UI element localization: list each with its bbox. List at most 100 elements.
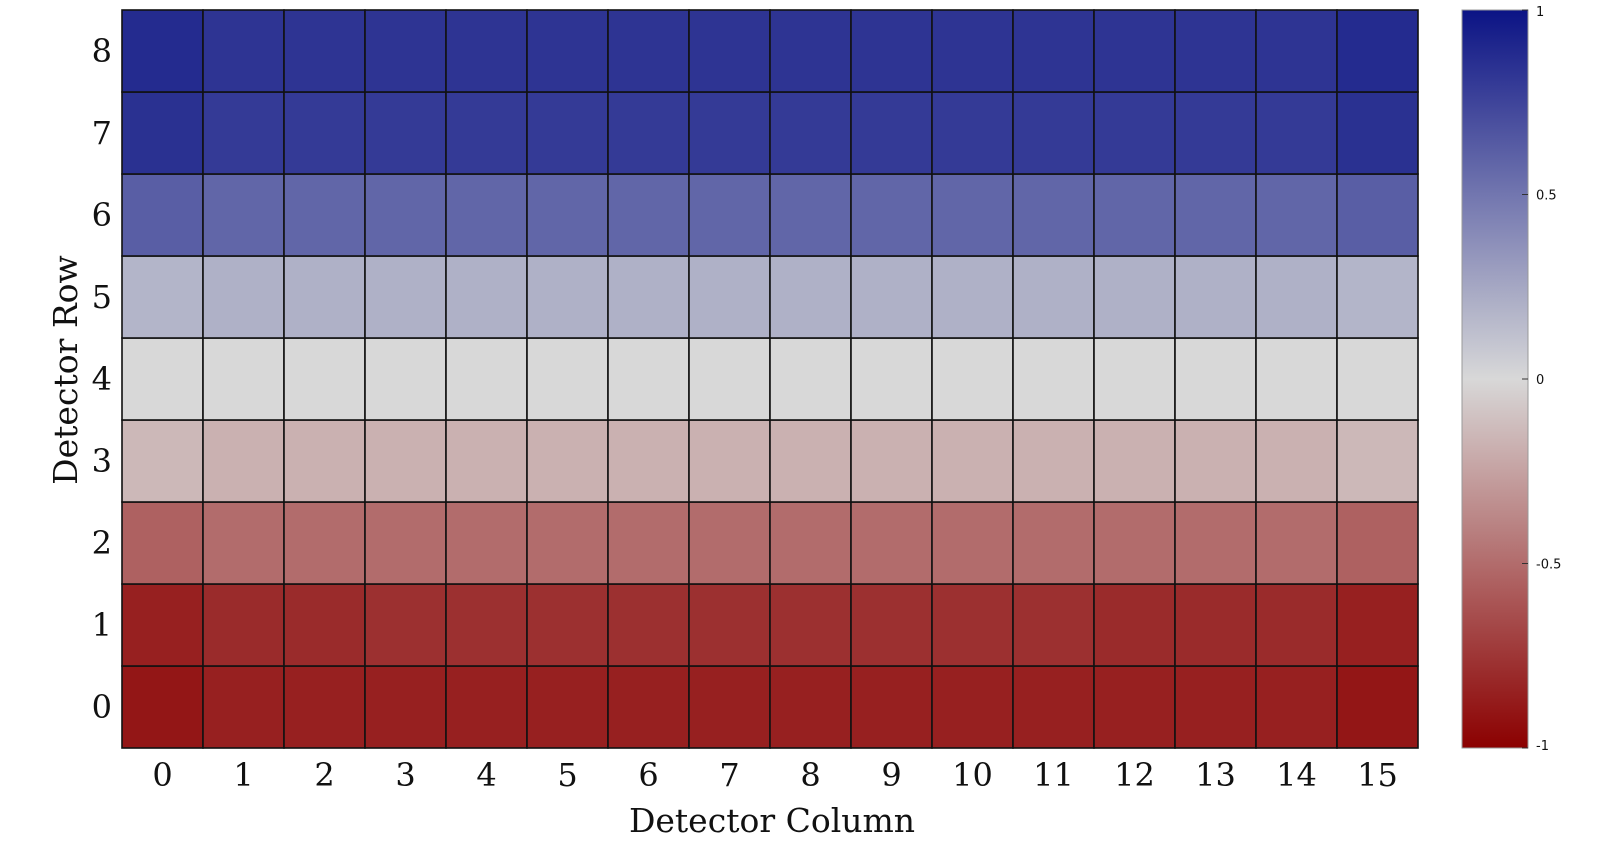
heatmap-cell-r0-c4 <box>445 665 528 749</box>
heatmap-cell-r4-c11 <box>1012 337 1095 421</box>
heatmap-cell-r5-c8 <box>769 255 852 339</box>
heatmap-cell-r3-c15 <box>1336 419 1419 503</box>
heatmap-cell-r1-c4 <box>445 583 528 667</box>
heatmap-cell-r3-c10 <box>931 419 1014 503</box>
heatmap-cell-r3-c3 <box>364 419 447 503</box>
x-tick-label: 9 <box>881 756 901 794</box>
heatmap-cell-r5-c12 <box>1093 255 1176 339</box>
heatmap-cell-r4-c4 <box>445 337 528 421</box>
heatmap-cell-r1-c1 <box>202 583 285 667</box>
heatmap-cell-r5-c14 <box>1255 255 1338 339</box>
heatmap-cell-r2-c0 <box>121 501 204 585</box>
heatmap-cell-r0-c10 <box>931 665 1014 749</box>
heatmap-cell-r5-c1 <box>202 255 285 339</box>
heatmap-cell-r6-c0 <box>121 173 204 257</box>
heatmap-cell-r1-c11 <box>1012 583 1095 667</box>
heatmap-cell-r2-c12 <box>1093 501 1176 585</box>
heatmap-cell-r6-c9 <box>850 173 933 257</box>
y-tick-label: 2 <box>92 524 112 562</box>
x-tick-label: 8 <box>800 756 820 794</box>
heatmap-cell-r0-c14 <box>1255 665 1338 749</box>
heatmap-cell-r1-c15 <box>1336 583 1419 667</box>
y-tick-label: 0 <box>92 688 112 726</box>
colorbar-tick-label: -0.5 <box>1536 558 1561 573</box>
heatmap-cell-r0-c1 <box>202 665 285 749</box>
heatmap-cell-r2-c14 <box>1255 501 1338 585</box>
x-tick-label: 3 <box>395 756 415 794</box>
heatmap-cell-r8-c9 <box>850 9 933 93</box>
heatmap-cell-r6-c7 <box>688 173 771 257</box>
heatmap-cell-r1-c10 <box>931 583 1014 667</box>
x-tick-label: 5 <box>557 756 577 794</box>
y-tick-labels: 0 1 2 3 4 5 6 7 8 <box>92 32 112 726</box>
colorbar-tick-label: -1 <box>1536 739 1549 754</box>
heatmap-cell-r2-c13 <box>1174 501 1257 585</box>
heatmap-cell-r2-c2 <box>283 501 366 585</box>
heatmap-cell-r4-c3 <box>364 337 447 421</box>
heatmap-cell-r6-c14 <box>1255 173 1338 257</box>
heatmap-cell-r8-c2 <box>283 9 366 93</box>
colorbar-ticks: 1 0.5 0 -0.5 -1 <box>1522 5 1561 754</box>
heatmap-cell-r5-c11 <box>1012 255 1095 339</box>
heatmap-cell-r7-c4 <box>445 91 528 175</box>
heatmap-cell-r1-c8 <box>769 583 852 667</box>
heatmap-cell-r2-c9 <box>850 501 933 585</box>
heatmap-cell-r7-c10 <box>931 91 1014 175</box>
heatmap-cell-r2-c7 <box>688 501 771 585</box>
heatmap-cell-r1-c0 <box>121 583 204 667</box>
heatmap-cell-r5-c13 <box>1174 255 1257 339</box>
x-tick-label: 12 <box>1114 756 1155 794</box>
colorbar <box>1461 9 1529 749</box>
heatmap-cell-r2-c11 <box>1012 501 1095 585</box>
colorbar-tick-label: 0 <box>1536 373 1544 388</box>
heatmap-cell-r0-c6 <box>607 665 690 749</box>
heatmap-cell-r0-c2 <box>283 665 366 749</box>
heatmap-cell-r1-c7 <box>688 583 771 667</box>
heatmap-cell-r7-c9 <box>850 91 933 175</box>
y-tick-label: 6 <box>92 196 112 234</box>
heatmap-cell-r5-c10 <box>931 255 1014 339</box>
heatmap-cell-r5-c15 <box>1336 255 1419 339</box>
heatmap-cell-r7-c7 <box>688 91 771 175</box>
heatmap-cell-r7-c15 <box>1336 91 1419 175</box>
heatmap-cell-r0-c3 <box>364 665 447 749</box>
heatmap-cell-r2-c8 <box>769 501 852 585</box>
heatmap-cell-r8-c11 <box>1012 9 1095 93</box>
heatmap-cell-r6-c3 <box>364 173 447 257</box>
heatmap-cell-r5-c0 <box>121 255 204 339</box>
heatmap-cell-r8-c10 <box>931 9 1014 93</box>
y-tick-label: 4 <box>92 360 112 398</box>
heatmap-cell-r3-c12 <box>1093 419 1176 503</box>
heatmap-cell-r8-c5 <box>526 9 609 93</box>
heatmap-cell-r4-c5 <box>526 337 609 421</box>
heatmap-cell-r7-c11 <box>1012 91 1095 175</box>
heatmap-cell-r2-c6 <box>607 501 690 585</box>
heatmap-cell-r0-c0 <box>121 665 204 749</box>
heatmap-cell-r6-c10 <box>931 173 1014 257</box>
heatmap-cell-r3-c11 <box>1012 419 1095 503</box>
heatmap-cell-r3-c9 <box>850 419 933 503</box>
heatmap-cell-r7-c2 <box>283 91 366 175</box>
heatmap-cell-r6-c6 <box>607 173 690 257</box>
heatmap-cell-r3-c13 <box>1174 419 1257 503</box>
heatmap-cell-r8-c0 <box>121 9 204 93</box>
heatmap-cells <box>121 9 1419 749</box>
heatmap-cell-r4-c13 <box>1174 337 1257 421</box>
heatmap-cell-r0-c15 <box>1336 665 1419 749</box>
heatmap-cell-r1-c9 <box>850 583 933 667</box>
heatmap-cell-r2-c15 <box>1336 501 1419 585</box>
heatmap-cell-r6-c15 <box>1336 173 1419 257</box>
heatmap-cell-r3-c1 <box>202 419 285 503</box>
heatmap-cell-r2-c10 <box>931 501 1014 585</box>
y-tick-label: 8 <box>92 32 112 70</box>
heatmap-cell-r4-c1 <box>202 337 285 421</box>
heatmap-cell-r4-c14 <box>1255 337 1338 421</box>
heatmap-cell-r7-c1 <box>202 91 285 175</box>
heatmap-cell-r7-c12 <box>1093 91 1176 175</box>
heatmap-cell-r6-c12 <box>1093 173 1176 257</box>
colorbar-tick-label: 1 <box>1536 5 1544 20</box>
heatmap-cell-r8-c12 <box>1093 9 1176 93</box>
heatmap-cell-r1-c6 <box>607 583 690 667</box>
heatmap-cell-r7-c6 <box>607 91 690 175</box>
heatmap-cell-r5-c3 <box>364 255 447 339</box>
